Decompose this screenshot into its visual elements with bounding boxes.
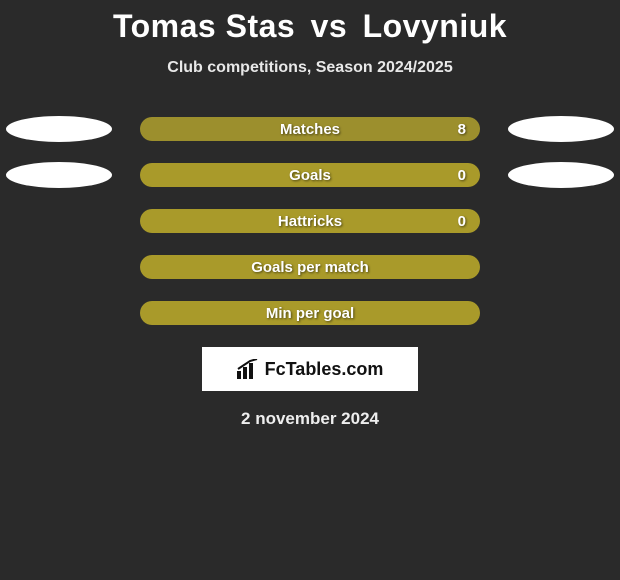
stat-value: 0	[458, 167, 466, 184]
subtitle: Club competitions, Season 2024/2025	[167, 59, 452, 77]
player2-marker	[508, 162, 614, 188]
stat-row: Goals per match	[0, 255, 620, 279]
stat-bar: Hattricks0	[140, 209, 480, 233]
page-title: Tomas Stas vs Lovyniuk	[113, 8, 507, 45]
stat-row: Hattricks0	[0, 209, 620, 233]
player1-marker	[6, 162, 112, 188]
comparison-card: Tomas Stas vs Lovyniuk Club competitions…	[0, 0, 620, 580]
stats-list: Matches8Goals0Hattricks0Goals per matchM…	[0, 117, 620, 325]
stat-row: Min per goal	[0, 301, 620, 325]
player1-marker	[6, 116, 112, 142]
chart-icon	[237, 359, 259, 379]
stat-bar: Min per goal	[140, 301, 480, 325]
stat-label: Goals	[140, 167, 480, 184]
stat-bar: Goals per match	[140, 255, 480, 279]
brand-text: FcTables.com	[265, 359, 384, 380]
player2-marker	[508, 116, 614, 142]
stat-bar: Goals0	[140, 163, 480, 187]
player2-name: Lovyniuk	[363, 8, 507, 44]
stat-row: Goals0	[0, 163, 620, 187]
stat-row: Matches8	[0, 117, 620, 141]
stat-value: 8	[458, 121, 466, 138]
player1-name: Tomas Stas	[113, 8, 295, 44]
vs-separator: vs	[311, 8, 348, 44]
stat-label: Hattricks	[140, 213, 480, 230]
stat-value: 0	[458, 213, 466, 230]
stat-label: Goals per match	[140, 259, 480, 276]
stat-label: Matches	[140, 121, 480, 138]
brand-badge: FcTables.com	[202, 347, 418, 391]
date-text: 2 november 2024	[241, 409, 379, 429]
stat-bar: Matches8	[140, 117, 480, 141]
stat-label: Min per goal	[140, 305, 480, 322]
